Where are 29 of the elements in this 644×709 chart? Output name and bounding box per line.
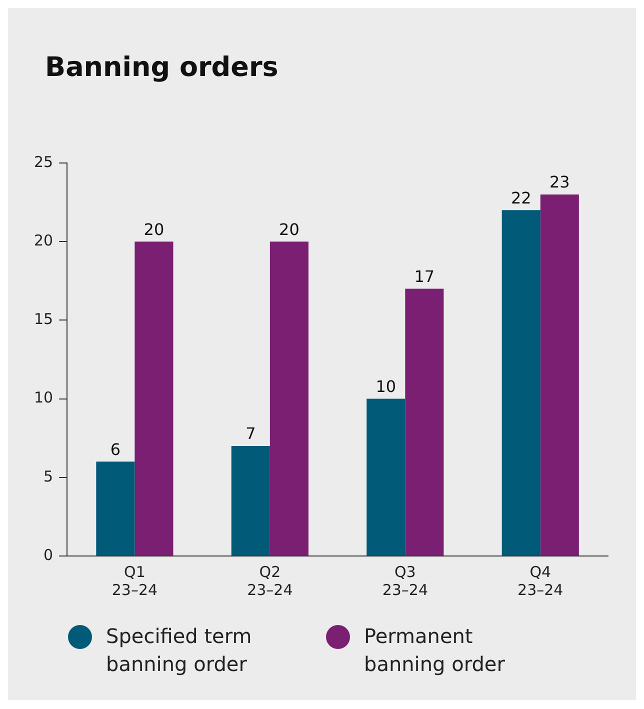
data-label: 17 (414, 266, 435, 286)
y-tick-label: 5 (44, 467, 54, 486)
bar (366, 398, 406, 556)
y-tick-label: 20 (34, 231, 54, 250)
chart-title: Banning orders (45, 52, 278, 83)
bar (96, 462, 135, 556)
y-tick-label: 10 (34, 388, 54, 407)
x-tick-label: Q3 23–24 (382, 562, 428, 599)
legend-label: Permanent banning order (364, 623, 506, 678)
data-label: 6 (110, 440, 121, 459)
data-label: 23 (549, 172, 570, 192)
x-tick-label: Q2 23–24 (247, 562, 293, 599)
data-label: 22 (510, 188, 532, 208)
legend-label: Specified term banning order (106, 623, 253, 678)
bar (270, 242, 308, 556)
x-tick-label: Q4 23–24 (518, 562, 564, 599)
data-label: 7 (246, 424, 256, 444)
bar (231, 446, 270, 556)
data-label: 20 (279, 220, 300, 239)
data-label: 10 (376, 376, 396, 396)
bar (405, 288, 444, 556)
data-label: 20 (144, 220, 164, 239)
y-tick-label: 15 (34, 310, 54, 328)
y-tick-label: 25 (34, 152, 54, 171)
bar (540, 194, 579, 556)
bar (502, 210, 540, 556)
bar (134, 242, 174, 556)
x-tick-label: Q1 23–24 (112, 562, 158, 599)
y-tick-label: 0 (44, 546, 54, 564)
